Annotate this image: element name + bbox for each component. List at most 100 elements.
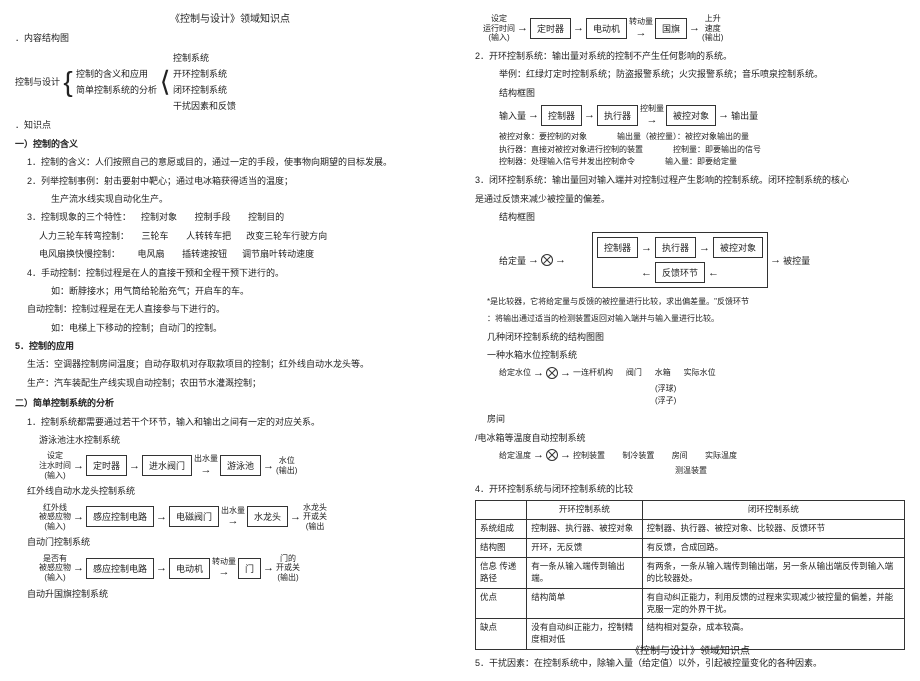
p9: 3．闭环控制系统：输出量回对输入端并对控制过程产生影响的控制系统。闭环控制系统的…	[475, 173, 905, 187]
arrow-icon: →	[718, 109, 729, 121]
flow-box: 控制器	[541, 105, 582, 126]
arrow-icon: →	[528, 109, 539, 121]
brace-icon: ⟨	[157, 68, 173, 96]
arrow-icon: →	[555, 254, 566, 266]
p3c: 控制目的	[248, 212, 284, 222]
p2: 2．列举控制事例：射击要射中靶心；通过电冰箱获得适当的温度；	[15, 174, 445, 188]
flow-box: 执行器	[655, 237, 696, 258]
tree-sub2: 简单控制系统的分析	[76, 83, 157, 96]
tree-leaf: 闭环控制系统	[173, 83, 236, 96]
f1-title: 游泳池注水控制系统	[15, 433, 445, 447]
p3a: 控制对象	[141, 212, 177, 222]
brace-icon: {	[60, 68, 76, 96]
flow-box: 门	[238, 558, 261, 579]
tree-leaf: 开环控制系统	[173, 67, 236, 80]
flow-box: 控制器	[597, 237, 638, 258]
arrow-icon: →	[528, 254, 539, 266]
p10b: ：将输出通过适当的检测装置返回对输入端并与输入量进行比较。	[475, 313, 905, 326]
flow-box: 游泳池	[220, 455, 261, 476]
arrow-icon: →	[156, 562, 167, 574]
p10d: 一种水箱水位控制系统	[475, 348, 905, 362]
arrow-icon: →	[73, 460, 84, 472]
tree-leaf: 控制系统	[173, 51, 236, 64]
arrow-icon: →	[641, 242, 652, 254]
p9b: 是通过反馈来减少被控量的偏差。	[475, 192, 905, 206]
p4b: 如：断脖接水；用气筒给轮胎充气；开启车的车。	[15, 284, 445, 298]
arrow-icon: →	[517, 22, 528, 34]
flow-box: 国旗	[655, 18, 687, 39]
section-kp-h: ．知识点	[15, 118, 445, 132]
flow-box: 被控对象	[713, 237, 763, 258]
arrow-icon: →	[533, 367, 544, 379]
flow-fridge: 给定温度 → → 控制装置 制冷装置 房间 实际温度	[499, 449, 905, 461]
flow-box: 进水阀门	[142, 455, 192, 476]
fridge-t: 房间	[475, 412, 905, 426]
p11: 4．开环控制系统与闭环控制系统的比较	[475, 482, 905, 496]
f4-title: 自动升国旗控制系统	[15, 587, 445, 601]
flow-box: 电动机	[586, 18, 627, 39]
arrow-icon: ←	[641, 267, 652, 279]
tree-sub1: 控制的含义和应用	[76, 67, 157, 80]
comparator-icon	[546, 449, 558, 461]
flow-box: 定时器	[86, 455, 127, 476]
footer: 《控制与设计》领域知识点	[460, 638, 920, 661]
flow-box: 感应控制电路	[86, 558, 154, 579]
fridge-t2: /电冰箱等温度自动控制系统	[475, 431, 905, 445]
p3: 3．控制现象的三个特性：	[27, 212, 131, 222]
example-row2: 电风扇换快慢控制： 电风扇 插转速按钮 调节扇叶转动速度	[15, 247, 445, 261]
p10c: 几种闭环控制系统的结构图图	[475, 330, 905, 344]
arrow-icon: →	[699, 242, 710, 254]
section-2-h: 二）简单控制系统的分析	[15, 396, 445, 410]
tree-leaf: 干扰因素和反馈	[173, 99, 236, 112]
p8: 2．开环控制系统：输出量对系统的控制不产生任何影响的系统。	[475, 49, 905, 63]
flow-box: 水龙头	[247, 506, 288, 527]
p5b: 如：电梯上下移动的控制；自动门的控制。	[15, 321, 445, 335]
p5: 自动控制：控制过程是在无人直接参与下进行的。	[15, 302, 445, 316]
p6a: 生活：空调器控制房间温度；自动存取机对存取款项目的控制；红外线自动水龙头等。	[15, 357, 445, 371]
flow-pool: 设定注水时间(输入) → 定时器 → 进水阀门 出水量→ 游泳池 → 水位(输出…	[39, 451, 445, 480]
p3-row: 3．控制现象的三个特性： 控制对象 控制手段 控制目的	[15, 210, 445, 224]
tank-fb: (浮球) (浮子)	[655, 383, 905, 409]
flow-tank: 给定水位 → → 一连杆机构 阀门 水箱 实际水位	[499, 367, 905, 379]
f2-title: 红外线自动水龙头控制系统	[15, 484, 445, 498]
flow-box: 反馈环节	[655, 262, 705, 283]
arrow-icon: →	[770, 254, 781, 266]
p10: *是比较器，它将给定量与反馈的被控量进行比较，求出偏差量。"反馈环节	[475, 296, 905, 309]
arrow-icon: ←	[708, 267, 719, 279]
section-1-h: 一）控制的含义	[15, 137, 445, 151]
p8a: 举例：红绿灯定时控制系统；防盗报警系统；火灾报警系统；音乐喷泉控制系统。	[475, 67, 905, 81]
example-row1: 人力三轮车转弯控制： 三轮车 人转转车把 改变三轮车行驶方向	[15, 229, 445, 243]
comparison-table: 开环控制系统闭环控制系统 系统组成控制器、执行器、被控对象控制器、执行器、被控对…	[475, 500, 905, 650]
flow-box: 被控对象	[666, 105, 716, 126]
p6b: 生产：汽车装配生产线实现自动控制；农田节水灌溉控制；	[15, 376, 445, 390]
defs: 被控对象：要控制的对象输出量（被控量）：被控对象输出的量 执行器：直接对被控对象…	[475, 131, 905, 169]
p3b: 控制手段	[195, 212, 231, 222]
p1: 1．控制的含义：人们按照自己的意愿或目的，通过一定的手段，使事物向期望的目标发展…	[15, 155, 445, 169]
arrow-icon: →	[560, 367, 571, 379]
left-column: 《控制与设计》领域知识点 ．内容结构图 控制与设计 { 控制的含义和应用 简单控…	[0, 0, 460, 661]
comparator-icon	[541, 254, 553, 266]
flow-box: 定时器	[530, 18, 571, 39]
arrow-icon: →	[290, 511, 301, 523]
doc-title: 《控制与设计》领域知识点	[15, 10, 445, 25]
tree-root: 控制与设计	[15, 75, 60, 88]
arrow-icon: →	[73, 562, 84, 574]
flow-open: 输入量 → 控制器 → 执行器 控制量→ 被控对象 → 输出量	[499, 104, 905, 127]
arrow-icon: →	[129, 460, 140, 472]
arrow-icon: →	[533, 449, 544, 461]
arrow-icon: →	[560, 449, 571, 461]
arrow-icon: →	[573, 22, 584, 34]
p4: 4．手动控制：控制过程是在人的直接干预和全程干预下进行的。	[15, 266, 445, 280]
arrow-icon: →	[689, 22, 700, 34]
flow-box: 电动机	[169, 558, 210, 579]
flow-faucet: 红外线被感应物(输入) → 感应控制电路 → 电磁阀门 出水量→ 水龙头 → 水…	[39, 503, 445, 532]
right-column: 设定运行时间(输入) → 定时器 → 电动机 转动量→ 国旗 → 上升速度(输出…	[460, 0, 920, 661]
f3-title: 自动门控制系统	[15, 535, 445, 549]
flow-box: 感应控制电路	[86, 506, 154, 527]
p9c: 结构框图	[475, 210, 905, 224]
flow-box: 电磁阀门	[169, 506, 219, 527]
arrow-icon: →	[156, 511, 167, 523]
fridge-fb: 测温装置	[675, 465, 905, 478]
flow-box: 执行器	[597, 105, 638, 126]
arrow-icon: →	[73, 511, 84, 523]
